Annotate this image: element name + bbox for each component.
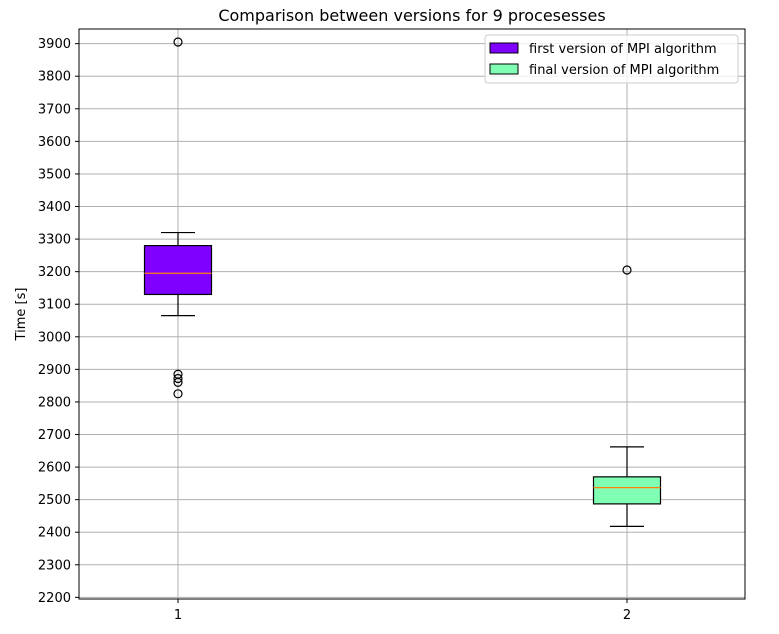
y-tick-label: 2800 — [38, 395, 71, 410]
y-tick-label: 3500 — [38, 167, 71, 182]
y-axis-label: Time [s] — [14, 288, 29, 342]
y-tick-label: 2600 — [38, 461, 71, 476]
plot-frame — [78, 28, 746, 600]
box-iqr — [592, 476, 662, 505]
x-tick-label: 2 — [623, 608, 631, 623]
outlier-point — [622, 265, 632, 275]
box-group-1 — [143, 37, 213, 399]
chart-title: Comparison between versions for 9 proces… — [218, 6, 605, 25]
y-axis-ticks: 2200 2300 2400 2500 2600 2700 2800 2900 3000 3100… — [38, 37, 79, 606]
outlier-point — [173, 377, 183, 387]
y-tick-label: 3000 — [38, 330, 71, 345]
legend: first version of MPI algorithm final vers… — [484, 34, 739, 84]
legend-swatch — [489, 42, 519, 54]
legend-entry-label: first version of MPI algorithm — [529, 42, 717, 57]
y-tick-label: 3400 — [38, 200, 71, 215]
legend-entry-label: final version of MPI algorithm — [529, 63, 719, 78]
y-tick-label: 3800 — [38, 70, 71, 85]
y-tick-label: 3100 — [38, 298, 71, 313]
y-tick-label: 2200 — [38, 591, 71, 606]
box-iqr — [143, 245, 213, 296]
box-series — [143, 37, 662, 527]
y-tick-label: 2900 — [38, 363, 71, 378]
outlier-point — [173, 389, 183, 399]
y-tick-label: 3900 — [38, 37, 71, 52]
legend-swatch — [489, 63, 519, 75]
outlier-point — [173, 373, 183, 384]
y-tick-label: 2300 — [38, 558, 71, 573]
y-tick-label: 2700 — [38, 428, 71, 443]
x-tick-label: 1 — [174, 608, 182, 623]
y-tick-label: 3300 — [38, 233, 71, 248]
y-tick-label: 3700 — [38, 102, 71, 117]
outlier-point — [173, 37, 183, 47]
y-tick-label: 2400 — [38, 526, 71, 541]
y-tick-label: 2500 — [38, 493, 71, 508]
legend-frame — [484, 34, 739, 84]
box-group-2 — [592, 265, 662, 527]
y-tick-label: 3200 — [38, 265, 71, 280]
y-tick-label: 3600 — [38, 135, 71, 150]
